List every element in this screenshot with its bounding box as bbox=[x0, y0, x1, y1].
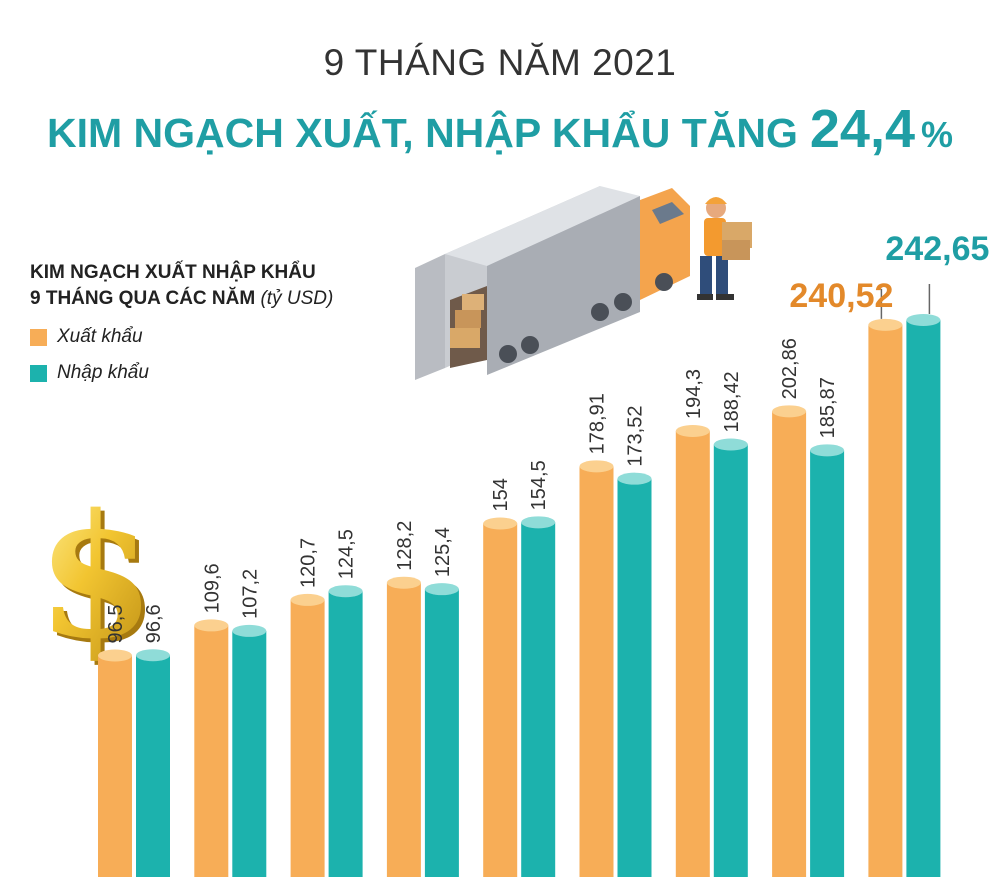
bar-cap-import bbox=[713, 438, 748, 451]
bar-cap-export bbox=[483, 517, 518, 530]
legend: KIM NGẠCH XUẤT NHẬP KHẨU 9 THÁNG QUA CÁC… bbox=[30, 260, 333, 384]
headline: KIM NGẠCH XUẤT, NHẬP KHẨU TĂNG 24,4% bbox=[0, 98, 1000, 160]
bar-import bbox=[810, 450, 845, 877]
bar-cap-import bbox=[906, 314, 941, 326]
data-label-import: 154,5 bbox=[528, 460, 550, 510]
truck-icon bbox=[415, 186, 690, 380]
bar-cap-export bbox=[675, 424, 710, 437]
worker-icon bbox=[697, 197, 752, 300]
bar-cap-import bbox=[424, 583, 459, 596]
bar-export bbox=[868, 324, 903, 877]
data-label-import: 125,4 bbox=[432, 527, 454, 577]
legend-label-import: Nhập khẩu bbox=[57, 362, 149, 383]
dollar-icon: $ $ bbox=[37, 477, 159, 681]
bar-import bbox=[232, 630, 267, 877]
bar-cap-export bbox=[386, 576, 421, 589]
data-label-import: 242,65 bbox=[885, 230, 989, 268]
data-label-import: 107,2 bbox=[239, 569, 261, 619]
headline-unit: % bbox=[921, 114, 954, 155]
bar-export bbox=[483, 523, 518, 877]
bar-export bbox=[579, 466, 614, 877]
legend-label-export: Xuất khẩu bbox=[57, 326, 143, 347]
data-label-import: 96,6 bbox=[143, 604, 165, 643]
bar-import bbox=[521, 522, 556, 877]
data-label-export: 202,86 bbox=[779, 338, 801, 399]
bar-cap-import bbox=[617, 472, 652, 485]
bar-cap-export bbox=[772, 405, 807, 418]
bar-cap-import bbox=[328, 585, 363, 598]
data-label-export: 109,6 bbox=[201, 563, 223, 613]
bar-export bbox=[194, 625, 229, 877]
supertitle: 9 THÁNG NĂM 2021 bbox=[323, 42, 677, 83]
legend-unit: (tỷ USD) bbox=[260, 288, 334, 309]
bar-cap-export bbox=[194, 619, 229, 632]
legend-swatch-import bbox=[30, 364, 47, 382]
bar-cap-export bbox=[579, 460, 614, 473]
bar-export bbox=[290, 599, 325, 877]
bar-export bbox=[386, 582, 421, 877]
legend-item-import: Nhập khẩu bbox=[30, 362, 333, 384]
bar-import bbox=[617, 478, 652, 877]
bar-import bbox=[328, 591, 363, 877]
svg-text:$: $ bbox=[41, 481, 159, 681]
data-label-import: 124,5 bbox=[336, 529, 358, 579]
bar-export bbox=[675, 430, 710, 877]
data-label-import: 185,87 bbox=[817, 377, 839, 438]
legend-item-export: Xuất khẩu bbox=[30, 326, 333, 348]
bar-cap-export bbox=[868, 318, 903, 331]
bar-import bbox=[136, 655, 170, 877]
headline-text: KIM NGẠCH XUẤT, NHẬP KHẨU TĂNG bbox=[46, 110, 798, 156]
data-label-import: 188,42 bbox=[721, 371, 743, 432]
data-label-export: 240,52 bbox=[789, 277, 893, 315]
bar-export bbox=[772, 411, 807, 877]
legend-title-line2: 9 THÁNG QUA CÁC NĂM (tỷ USD) bbox=[30, 286, 333, 312]
headline-value: 24,4 bbox=[809, 99, 915, 159]
legend-swatch-export bbox=[30, 328, 47, 346]
data-label-export: 194,3 bbox=[683, 369, 705, 419]
data-label-import: 173,52 bbox=[625, 406, 647, 467]
bar-import bbox=[713, 444, 748, 877]
bar-cap-export bbox=[98, 649, 132, 662]
data-label-export: 96,5 bbox=[105, 605, 127, 644]
bar-cap-import bbox=[232, 624, 267, 637]
data-label-export: 120,7 bbox=[298, 538, 320, 588]
bar-import bbox=[906, 320, 941, 877]
svg-text:$: $ bbox=[37, 477, 155, 677]
bar-import bbox=[424, 589, 459, 877]
legend-title-line2-text: 9 THÁNG QUA CÁC NĂM bbox=[30, 288, 256, 309]
bar-cap-export bbox=[290, 593, 325, 606]
bar-cap-import bbox=[521, 516, 556, 529]
legend-title-line1: KIM NGẠCH XUẤT NHẬP KHẨU bbox=[30, 262, 316, 283]
bar-export bbox=[98, 655, 132, 877]
bar-cap-import bbox=[810, 444, 845, 457]
bar-cap-import bbox=[136, 649, 170, 662]
data-label-export: 154 bbox=[490, 478, 512, 511]
data-label-export: 178,91 bbox=[587, 393, 609, 454]
data-label-export: 128,2 bbox=[394, 521, 416, 571]
